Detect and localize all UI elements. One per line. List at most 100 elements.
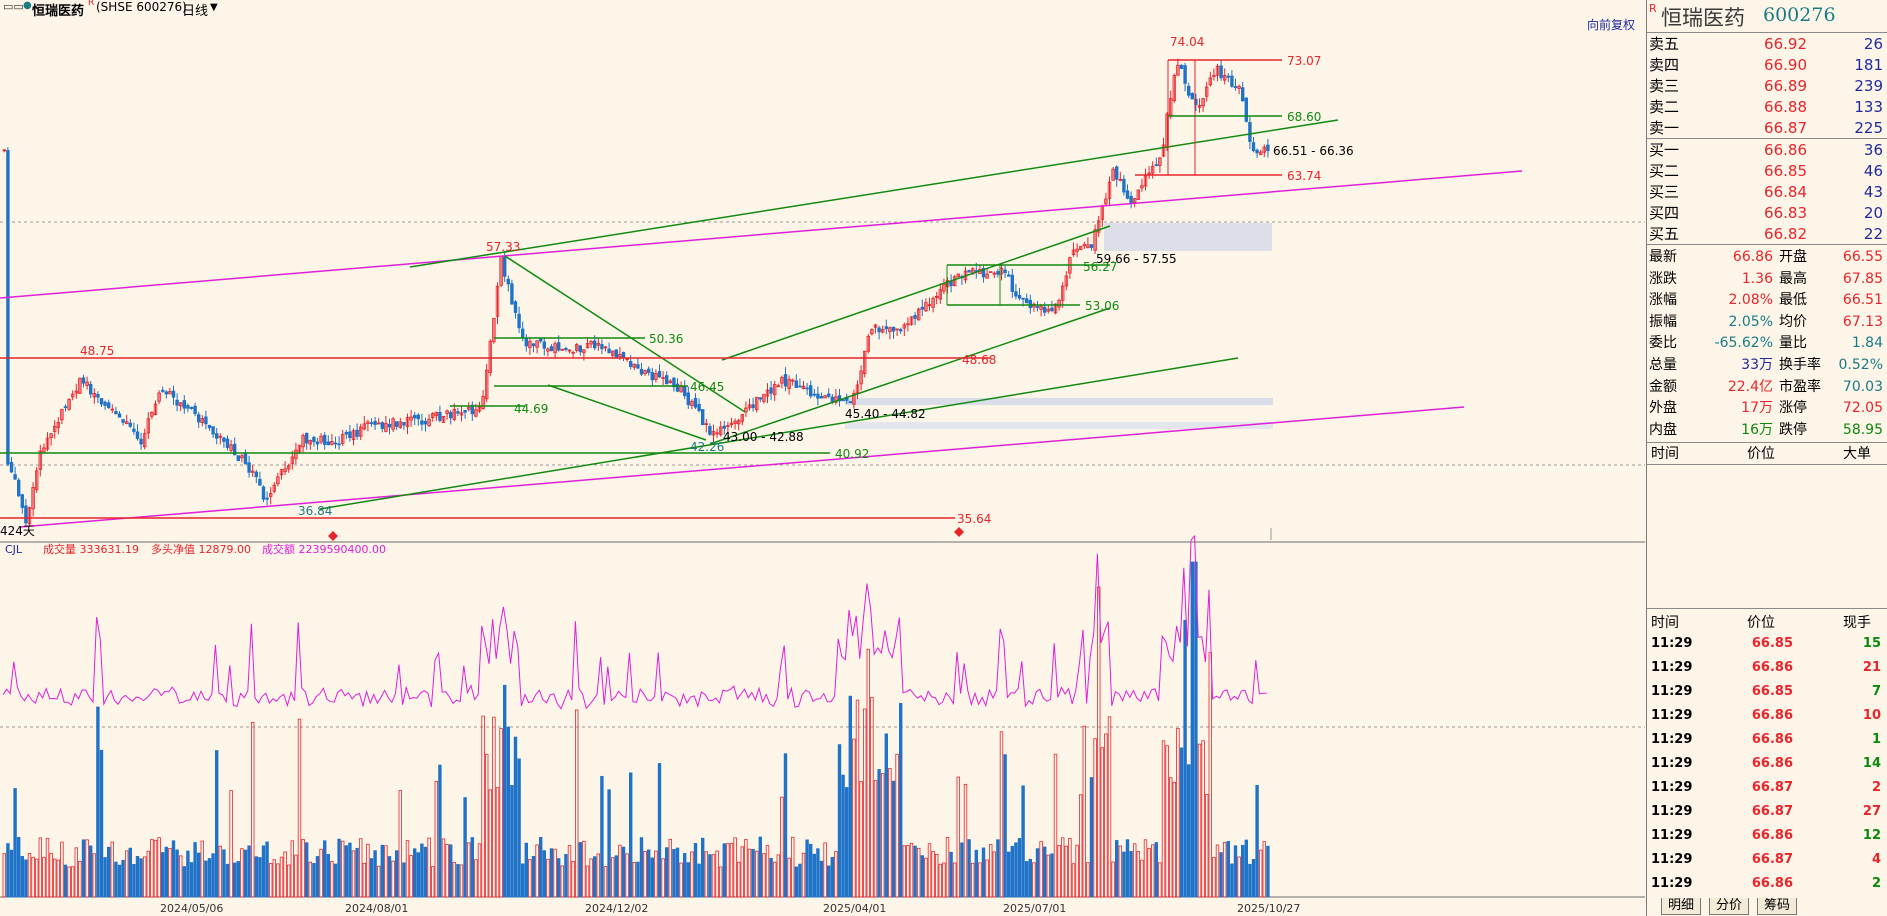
- level-label: 买三: [1649, 183, 1680, 201]
- bid-row[interactable]: 买二 66.85 46: [1647, 161, 1887, 182]
- kline-chart[interactable]: 74.04 73.07 68.60 66.51 - 66.36 63.74 57…: [0, 0, 1645, 916]
- volume-bar: [899, 702, 903, 898]
- candle-body: [1118, 178, 1122, 181]
- volume-bar: [1082, 725, 1086, 898]
- candle-body: [362, 423, 366, 430]
- tab-1[interactable]: 分价: [1709, 898, 1750, 915]
- candle-body: [1115, 166, 1119, 180]
- volume-bar: [1165, 745, 1169, 898]
- tab-0[interactable]: 明细: [1661, 898, 1702, 915]
- metric-label: 均价: [1779, 313, 1807, 330]
- candle-body: [164, 391, 168, 395]
- volume-bar: [13, 788, 17, 898]
- tick-price: 66.87: [1751, 780, 1793, 795]
- volume-bar: [917, 847, 921, 898]
- restore-button[interactable]: 向前复权: [1587, 17, 1635, 32]
- candle-body: [1104, 198, 1108, 205]
- candle-body: [665, 375, 669, 385]
- candle-body: [535, 340, 539, 348]
- candle-body: [715, 432, 719, 435]
- volume-bar: [409, 855, 413, 898]
- candle-body: [938, 289, 942, 300]
- volume-bar: [542, 850, 546, 898]
- candle-body: [132, 428, 136, 432]
- volume-bar: [589, 858, 593, 898]
- bid-row[interactable]: 买五 66.82 22: [1647, 224, 1887, 245]
- period-select[interactable]: 日线: [182, 4, 209, 19]
- volume-bar: [1064, 845, 1068, 898]
- candle-body: [308, 439, 312, 445]
- volume-bar: [344, 845, 348, 898]
- volume-bar: [164, 846, 168, 898]
- ask-row[interactable]: 卖二 66.88 133: [1647, 97, 1887, 118]
- window-menu-icon[interactable]: ▭▭: [3, 0, 24, 13]
- volume-bar: [953, 862, 957, 898]
- candle-body: [225, 438, 230, 448]
- bid-row[interactable]: 买三 66.84 43: [1647, 182, 1887, 203]
- ask-row[interactable]: 卖五 66.92 26: [1647, 34, 1887, 55]
- candle-body: [441, 415, 446, 423]
- tab-2[interactable]: 筹码: [1757, 898, 1798, 915]
- volume-bar: [632, 862, 636, 898]
- tick-row: 11:29 66.87 2: [1647, 776, 1887, 800]
- volume-bar: [182, 866, 186, 898]
- volume-bar: [1143, 839, 1148, 898]
- volume-bar: [1215, 844, 1220, 898]
- candle-body: [168, 391, 172, 395]
- volume-bar: [906, 845, 910, 898]
- candle-body: [153, 403, 158, 415]
- candle-body: [178, 402, 183, 407]
- candle-body: [207, 424, 212, 429]
- volume-bar: [405, 840, 410, 898]
- candle-body: [920, 306, 924, 310]
- candle-body: [1046, 308, 1050, 312]
- volume-bar: [1043, 846, 1047, 898]
- candle-body: [283, 468, 287, 473]
- candle-body: [737, 420, 741, 425]
- bid-row[interactable]: 买一 66.86 36: [1647, 140, 1887, 161]
- candle-body: [1017, 294, 1022, 299]
- candle-body: [1133, 198, 1137, 203]
- volume-indicator-select[interactable]: CJL: [5, 543, 23, 556]
- volume-bar: [1104, 733, 1108, 898]
- chevron-down-icon[interactable]: ▼: [210, 2, 218, 13]
- level-price: 66.90: [1764, 56, 1807, 74]
- volume-bar: [1179, 747, 1184, 898]
- volume-bar: [200, 840, 204, 898]
- candle-body: [650, 372, 654, 381]
- volume-bar: [243, 849, 248, 898]
- ask-row[interactable]: 卖四 66.90 181: [1647, 55, 1887, 76]
- volume-bar: [1205, 793, 1209, 898]
- candle-body: [629, 361, 633, 367]
- volume-bar: [380, 844, 384, 898]
- volume-bar: [769, 857, 773, 898]
- tick-row: 11:29 66.86 2: [1647, 872, 1887, 896]
- bid-row[interactable]: 买四 66.83 20: [1647, 203, 1887, 224]
- candle-body: [953, 276, 957, 287]
- volume-bar: [1010, 845, 1014, 898]
- candle-body: [1248, 122, 1252, 142]
- volume-bar: [1158, 862, 1162, 898]
- tick-size: 21: [1862, 660, 1881, 675]
- candle-body: [600, 344, 604, 350]
- level-volume: 20: [1863, 204, 1883, 222]
- candle-body: [157, 392, 161, 402]
- volume-bar: [1233, 845, 1238, 898]
- ask-row[interactable]: 卖一 66.87 225: [1647, 118, 1887, 139]
- volume-bar: [553, 848, 557, 898]
- label-57: 57.33: [486, 240, 520, 254]
- candle-body: [755, 396, 759, 411]
- gap-zones: [845, 223, 1273, 429]
- volume-bar: [992, 851, 996, 898]
- metric-value: 67.13: [1842, 313, 1883, 330]
- candle-body: [992, 272, 996, 275]
- metric-value: 2.08%: [1728, 292, 1773, 309]
- candle-body: [35, 470, 39, 490]
- ask-row[interactable]: 卖三 66.89 239: [1647, 76, 1887, 97]
- volume-bar: [1050, 853, 1054, 898]
- volume-bar: [463, 797, 467, 898]
- volume-bar: [466, 842, 471, 898]
- volume-bar: [81, 839, 86, 898]
- volume-bar: [909, 842, 914, 898]
- volume-bar: [499, 728, 503, 898]
